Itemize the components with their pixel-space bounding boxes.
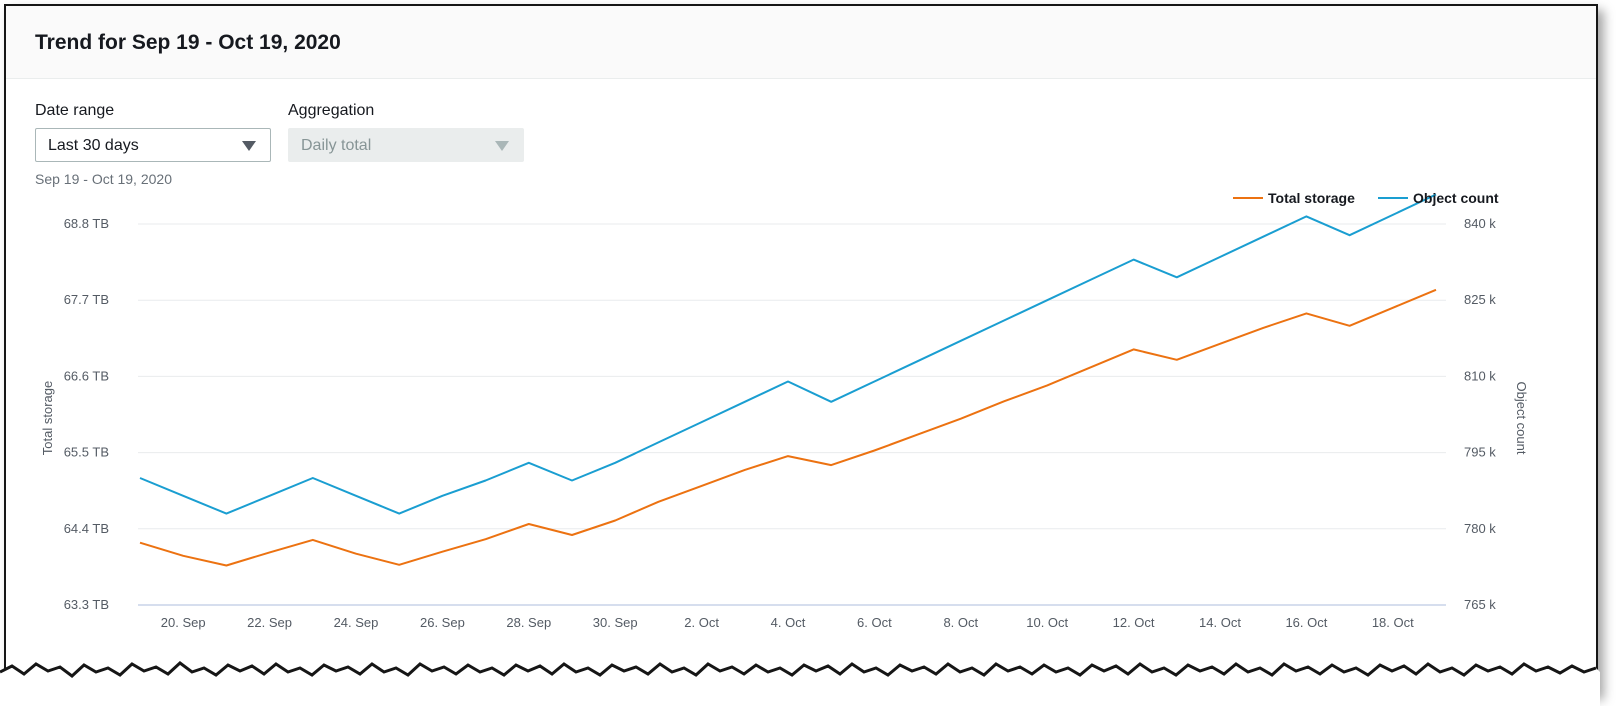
y-right-tick-label: 810 k	[1464, 368, 1496, 383]
x-tick-label: 12. Oct	[1113, 615, 1155, 630]
legend-label: Total storage	[1268, 190, 1355, 206]
y-left-tick-label: 67.7 TB	[64, 292, 109, 307]
aggregation-label: Aggregation	[288, 102, 375, 119]
x-tick-label: 10. Oct	[1026, 615, 1068, 630]
y-right-tick-label: 795 k	[1464, 445, 1496, 460]
x-tick-label: 24. Sep	[334, 615, 379, 630]
y-right-tick-label: 780 k	[1464, 521, 1496, 536]
y-left-tick-label: 63.3 TB	[64, 597, 109, 612]
trend-chart: 63.3 TB 64.4 TB 65.5 TB 66.6 TB 67.7 TB 68.8 …	[40, 190, 1529, 630]
y-right-tick-label: 765 k	[1464, 597, 1496, 612]
y-left-tick-label: 65.5 TB	[64, 445, 109, 460]
x-tick-label: 16. Oct	[1285, 615, 1327, 630]
x-tick-label: 6. Oct	[857, 615, 892, 630]
x-tick-label: 30. Sep	[593, 615, 638, 630]
series-line-total-storage	[139, 288, 1437, 567]
panel-title: Trend for Sep 19 - Oct 19, 2020	[35, 31, 341, 54]
y-left-tick-label: 66.6 TB	[64, 368, 109, 383]
x-tick-label: 28. Sep	[506, 615, 551, 630]
x-tick-label: 4. Oct	[771, 615, 806, 630]
date-range-select[interactable]: Last 30 days	[35, 128, 271, 162]
x-tick-label: 18. Oct	[1372, 615, 1414, 630]
y-right-axis-title: Object count	[1514, 382, 1529, 455]
date-range-value: Last 30 days	[48, 137, 139, 154]
date-range-label: Date range	[35, 102, 115, 119]
x-tick-label: 2. Oct	[684, 615, 719, 630]
x-tick-label: 14. Oct	[1199, 615, 1241, 630]
series-line-object-count	[139, 193, 1437, 515]
y-right-tick-label: 825 k	[1464, 292, 1496, 307]
date-range-description: Sep 19 - Oct 19, 2020	[35, 171, 172, 187]
y-left-axis-title: Total storage	[40, 381, 55, 455]
y-left-tick-label: 64.4 TB	[64, 521, 109, 536]
panel-header: Trend for Sep 19 - Oct 19, 2020	[6, 6, 1596, 79]
storage-trend-panel: Trend for Sep 19 - Oct 19, 2020 Date ran…	[4, 4, 1598, 694]
y-right-tick-label: 840 k	[1464, 216, 1496, 231]
x-tick-label: 20. Sep	[161, 615, 206, 630]
caret-down-icon	[242, 141, 256, 151]
caret-down-icon	[495, 141, 509, 151]
y-left-tick-label: 68.8 TB	[64, 216, 109, 231]
x-tick-label: 8. Oct	[943, 615, 978, 630]
x-tick-label: 26. Sep	[420, 615, 465, 630]
x-tick-label: 22. Sep	[247, 615, 292, 630]
aggregation-select: Daily total	[288, 128, 524, 162]
legend-label: Object count	[1413, 190, 1499, 206]
aggregation-value: Daily total	[301, 137, 372, 154]
